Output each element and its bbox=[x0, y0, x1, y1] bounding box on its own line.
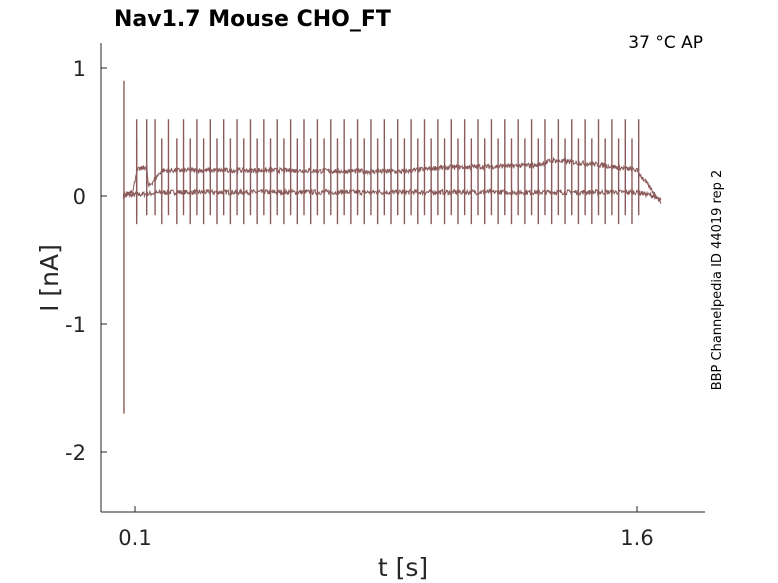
x-ticks: 0.1 1.6 bbox=[118, 506, 654, 550]
x-tick-label: 0.1 bbox=[118, 526, 151, 550]
plot-area bbox=[122, 80, 662, 414]
x-tick-label: 1.6 bbox=[620, 526, 653, 550]
y-tick-label: -1 bbox=[65, 313, 86, 337]
axes: 1 0 -1 -2 0.1 1.6 bbox=[65, 43, 705, 550]
y-axis-label: I [nA] bbox=[35, 244, 64, 312]
condition-label: 37 °C AP bbox=[628, 33, 703, 53]
chart-title: Nav1.7 Mouse CHO_FT bbox=[114, 7, 391, 32]
x-axis-label: t [s] bbox=[378, 553, 428, 582]
channelpedia-id-label: BBP Channelpedia ID 44019 rep 2 bbox=[710, 170, 725, 391]
y-tick-label: -2 bbox=[65, 441, 86, 465]
y-tick-label: 1 bbox=[73, 57, 86, 81]
y-ticks: 1 0 -1 -2 bbox=[65, 57, 107, 465]
y-tick-label: 0 bbox=[73, 185, 86, 209]
